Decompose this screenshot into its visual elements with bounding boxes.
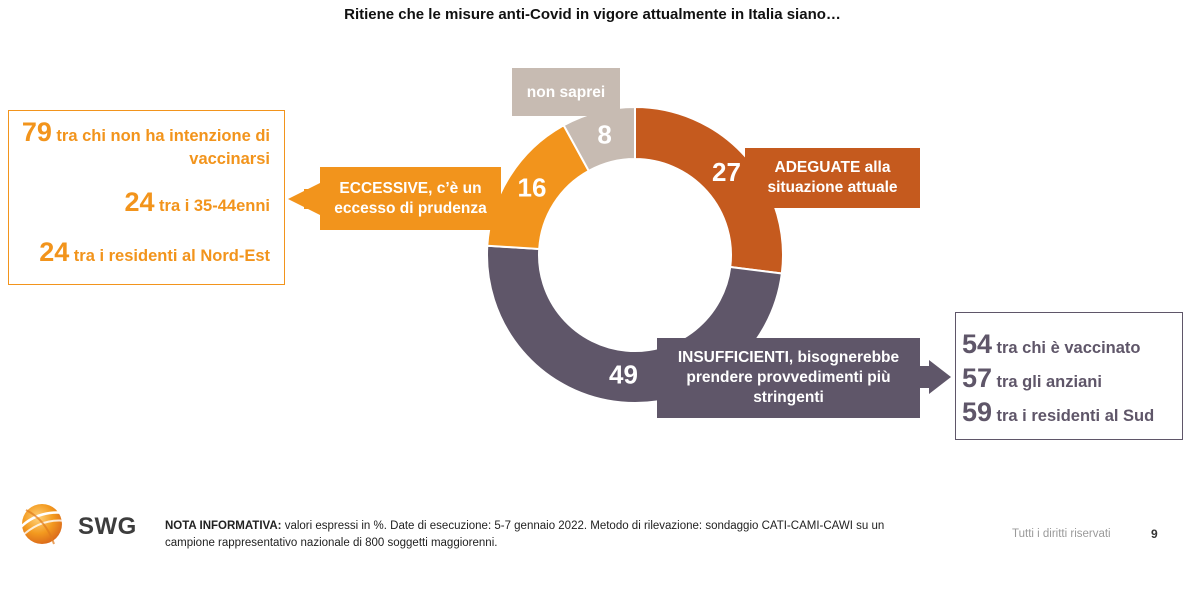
callout-adeguate: ADEGUATE alla situazione attuale bbox=[745, 148, 920, 208]
breakdown-text: tra i residenti al Nord-Est bbox=[73, 247, 270, 265]
chart-title: Ritiene che le misure anti-Covid in vigo… bbox=[344, 6, 841, 23]
breakdown-value: 54 bbox=[962, 329, 993, 359]
callout-eccessive: ECCESSIVE, c’è un eccesso di prudenza bbox=[320, 167, 501, 230]
logo-text: SWG bbox=[78, 513, 137, 540]
breakdown-text: tra gli anziani bbox=[996, 373, 1102, 391]
slice-value-label: 27 bbox=[712, 157, 741, 187]
footnote-label: NOTA INFORMATIVA: bbox=[165, 520, 282, 532]
breakdown-value: 79 bbox=[21, 117, 52, 147]
eccessive-breakdown-box: 79 tra chi non ha intenzione di vaccinar… bbox=[8, 110, 285, 285]
breakdown-text: tra chi non ha intenzione di vaccinarsi bbox=[56, 127, 270, 168]
breakdown-row: 59 tra i residenti al Sud bbox=[962, 397, 1154, 428]
slice-value-label: 8 bbox=[597, 120, 611, 150]
arrow-right-stem bbox=[920, 366, 930, 388]
breakdown-value: 57 bbox=[962, 363, 993, 393]
breakdown-text: tra i residenti al Sud bbox=[996, 407, 1155, 425]
breakdown-text: tra chi è vaccinato bbox=[996, 339, 1141, 357]
rights-text: Tutti i diritti riservati bbox=[1012, 528, 1111, 540]
slice-value-label: 49 bbox=[609, 359, 638, 389]
breakdown-row: 54 tra chi è vaccinato bbox=[962, 329, 1140, 360]
insufficienti-breakdown-box: 54 tra chi è vaccinato 57 tra gli anzian… bbox=[955, 312, 1183, 440]
breakdown-text: tra i 35-44enni bbox=[159, 197, 270, 215]
breakdown-value: 24 bbox=[39, 237, 70, 267]
breakdown-row: 57 tra gli anziani bbox=[962, 363, 1102, 394]
donut-slice-adeguate bbox=[634, 105, 784, 275]
breakdown-row: 24 tra i residenti al Nord-Est bbox=[39, 237, 270, 268]
arrow-right-icon bbox=[929, 360, 951, 394]
breakdown-value: 59 bbox=[962, 397, 993, 427]
breakdown-value: 24 bbox=[124, 187, 155, 217]
slice-value-label: 16 bbox=[518, 173, 547, 203]
page-number: 9 bbox=[1151, 527, 1158, 541]
donut-slice-non-saprei bbox=[562, 105, 636, 173]
footnote: NOTA INFORMATIVA: valori espressi in %. … bbox=[165, 518, 925, 552]
swg-logo-icon bbox=[17, 504, 73, 545]
footnote-text: valori espressi in %. Date di esecuzione… bbox=[165, 520, 885, 549]
callout-insufficienti: INSUFFICIENTI, bisognerebbe prendere pro… bbox=[657, 338, 920, 418]
callout-non-saprei: non saprei bbox=[512, 68, 620, 116]
arrow-left-icon bbox=[288, 183, 320, 215]
breakdown-row: 79 tra chi non ha intenzione di vaccinar… bbox=[20, 119, 270, 171]
breakdown-row: 24 tra i 35-44enni bbox=[125, 187, 270, 218]
